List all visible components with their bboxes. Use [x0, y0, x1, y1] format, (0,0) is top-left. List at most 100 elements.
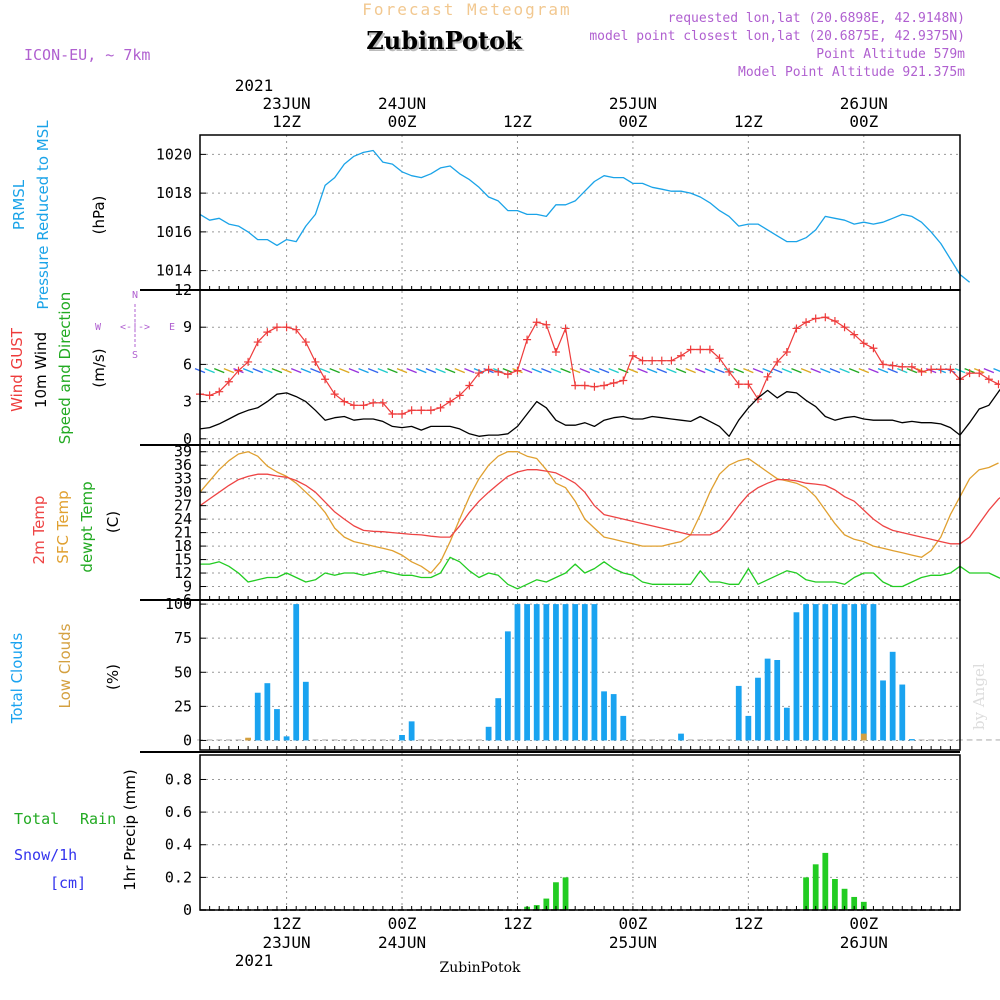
wind-tick-label: 9	[183, 318, 192, 336]
gust-marker	[551, 348, 560, 356]
precip-bar	[832, 879, 838, 910]
precip-panel-frame	[199, 754, 961, 911]
total-cloud-bar	[351, 739, 357, 741]
gust-marker	[792, 324, 801, 333]
wind-direction-arrow	[704, 367, 716, 374]
gust-marker	[696, 345, 705, 354]
gust-marker	[580, 381, 589, 390]
wind-direction-arrow	[858, 367, 870, 374]
gust-marker	[965, 369, 974, 378]
requested-coords: requested lon,lat (20.6898E, 42.9148N)	[668, 11, 965, 26]
gust-marker	[811, 314, 820, 323]
gust-marker	[725, 367, 734, 376]
dir-label: Speed and Direction	[56, 292, 74, 445]
wind-direction-arrow	[646, 367, 658, 374]
dewpoint-line	[200, 556, 1000, 590]
gust-marker	[609, 379, 618, 387]
wind-direction-arrow	[983, 367, 995, 374]
precip-bar	[803, 877, 809, 910]
top-day-label: 26JUN	[840, 94, 888, 113]
gust-marker	[407, 406, 416, 415]
wind-direction-arrow	[310, 367, 321, 374]
total-cloud-bar	[418, 739, 425, 741]
precip-tick-label: 0	[183, 901, 192, 919]
top-hour-label: 12Z	[503, 112, 532, 131]
bottom-hour-label: 00Z	[388, 914, 417, 933]
precip-bar	[812, 864, 819, 910]
total-cloud-bar	[716, 739, 723, 741]
gust-marker	[744, 380, 753, 389]
gust-marker	[830, 317, 839, 325]
point-altitude: Point Altitude 579m	[816, 47, 965, 62]
total-cloud-bar	[812, 604, 819, 741]
low-cloud-bar	[860, 733, 867, 741]
top-hour-label: 00Z	[618, 112, 647, 131]
gust-marker	[330, 390, 339, 399]
total-cloud-bar	[341, 739, 348, 741]
total-cloud-bar	[851, 604, 858, 741]
gust-marker	[638, 356, 647, 365]
total-cloud-bar	[822, 604, 829, 741]
wind-direction-arrow	[637, 367, 648, 374]
wind-direction-arrow	[329, 367, 340, 374]
location-title-main: ZubinPotok	[366, 26, 523, 55]
total-cloud-bar	[264, 683, 271, 741]
gust-marker	[253, 338, 262, 347]
total-cloud-bar	[735, 685, 742, 741]
total-cloud-bar	[995, 739, 1000, 741]
temp-tick-label: 30	[174, 483, 192, 501]
gust-marker	[782, 348, 791, 356]
total-cloud-bar	[774, 660, 781, 741]
wind-direction-arrow	[377, 367, 389, 374]
gust-marker	[205, 391, 214, 400]
gust-marker	[359, 401, 368, 410]
dew-label: dewpt Temp	[78, 481, 96, 572]
gust-marker	[503, 370, 512, 379]
total-cloud-bar	[841, 604, 848, 741]
gust-marker	[349, 401, 358, 410]
wind-direction-arrow	[771, 367, 783, 374]
wind-direction-arrow	[444, 367, 456, 374]
gust-marker	[455, 391, 464, 400]
precip-cm-label: [cm]	[50, 874, 86, 892]
total-cloud-bar	[206, 739, 213, 741]
gust-marker	[571, 381, 580, 390]
bottom-hour-label: 00Z	[849, 914, 878, 933]
bottom-hour-label: 00Z	[618, 914, 647, 933]
top-day-label: 23JUN	[262, 94, 310, 113]
gust-marker	[994, 380, 1000, 389]
wind-direction-arrow	[579, 367, 591, 374]
total-cloud-bar	[591, 604, 598, 741]
total-cloud-bar	[428, 739, 434, 741]
gust-marker	[263, 328, 272, 337]
wind-direction-arrow	[290, 367, 302, 374]
wind-direction-arrow	[281, 367, 292, 374]
gust-marker	[600, 381, 609, 390]
wind-direction-arrow	[608, 367, 619, 374]
gust-marker	[898, 362, 907, 371]
pressure-line	[199, 149, 971, 283]
gust-marker	[340, 397, 349, 406]
gust-marker	[859, 339, 868, 348]
wind-label: 10m Wind	[32, 332, 50, 408]
total-cloud-bar	[745, 715, 752, 741]
top-hour-label: 12Z	[734, 112, 763, 131]
total-cloud-bar	[639, 739, 646, 741]
gust-marker	[590, 382, 599, 391]
clouds-tick-label: 100	[165, 595, 192, 613]
gust-marker	[513, 366, 522, 375]
wind-tick-label: 6	[183, 355, 192, 373]
wind-direction-arrow	[848, 367, 860, 374]
wind-direction-arrow	[868, 367, 879, 374]
temp-tick-label: 27	[174, 497, 192, 515]
wind-direction-arrow	[656, 367, 668, 374]
gust-marker	[869, 344, 878, 353]
gust-marker	[802, 318, 811, 327]
low-clouds-label: Low Clouds	[56, 623, 74, 708]
temp-tick-label: 18	[174, 537, 192, 555]
total-cloud-bar	[889, 651, 896, 741]
precip-bar	[553, 882, 559, 910]
pressure-label-2: Pressure Reduced to MSL	[34, 120, 52, 310]
gust-marker	[398, 410, 407, 418]
gust-marker	[705, 345, 714, 354]
